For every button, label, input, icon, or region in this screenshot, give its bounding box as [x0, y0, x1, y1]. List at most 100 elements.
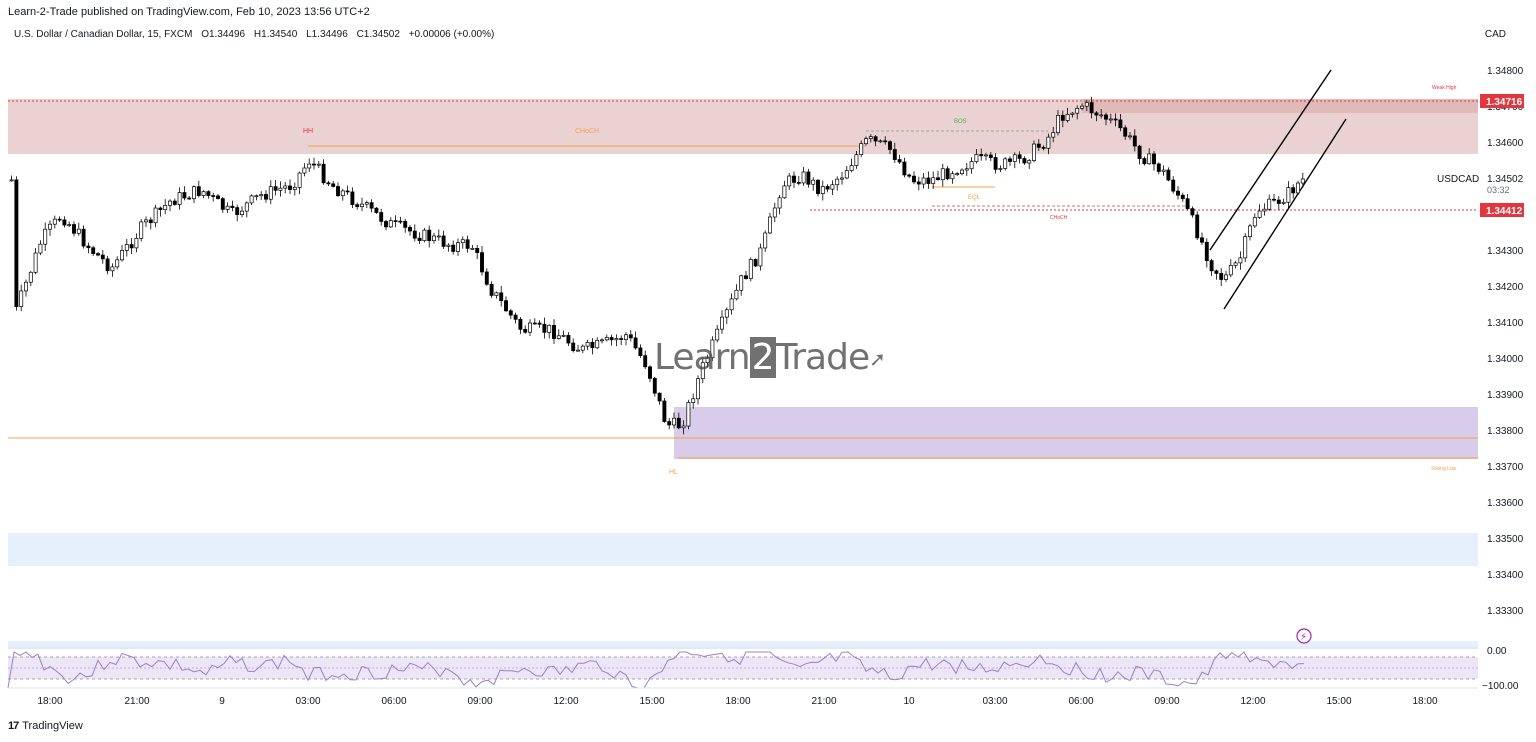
candle: [307, 163, 312, 169]
candle: [182, 192, 187, 199]
annotation-weak-high: Weak High: [1432, 85, 1457, 91]
candle: [48, 223, 52, 230]
candle: [1070, 112, 1075, 115]
candle: [1003, 158, 1008, 169]
candle: [1238, 257, 1243, 264]
candle: [897, 159, 902, 163]
candle: [624, 334, 628, 340]
candle: [28, 271, 33, 283]
annotation-bos: BOS: [954, 119, 967, 125]
candle: [100, 254, 105, 260]
published-banner: Learn-2-Trade published on TradingView.c…: [8, 6, 370, 18]
candle: [235, 207, 240, 215]
candle: [652, 378, 657, 394]
candle: [792, 175, 796, 183]
candle: [1046, 136, 1051, 149]
candle: [1137, 145, 1142, 159]
candle: [576, 349, 580, 352]
candle: [321, 163, 326, 184]
candle: [220, 198, 225, 210]
blue-band: [8, 533, 1478, 566]
candle: [868, 136, 873, 139]
candle: [484, 271, 489, 285]
candle: [672, 417, 676, 426]
candle: [960, 169, 964, 174]
candle: [1060, 115, 1065, 121]
candle: [1176, 190, 1180, 196]
lightning-icon[interactable]: [1296, 628, 1312, 644]
candle: [508, 310, 513, 316]
candle: [984, 154, 988, 157]
candle: [830, 184, 835, 190]
candle: [1104, 114, 1108, 120]
learn2trade-watermark: Learn2Trade➚: [654, 337, 886, 378]
candle: [600, 339, 604, 342]
candle: [216, 195, 220, 199]
candle: [964, 168, 969, 171]
candle: [926, 177, 931, 184]
footer-brand[interactable]: TradingView: [22, 720, 83, 732]
candle: [1041, 146, 1046, 149]
candle: [907, 174, 912, 177]
candle: [81, 228, 86, 247]
candle: [1200, 237, 1204, 243]
time-tick-11: 03:00: [982, 696, 1007, 707]
candle: [1180, 194, 1185, 200]
candle: [336, 186, 340, 197]
price-tick-0: 1.34800: [1487, 66, 1524, 77]
low-value: L1.34496: [306, 29, 348, 40]
demand-zone: [674, 407, 1478, 459]
candle: [254, 195, 259, 198]
candle: [998, 168, 1003, 170]
candle: [1118, 119, 1123, 129]
candle: [782, 185, 787, 199]
candle: [364, 202, 369, 205]
time-tick-10: 10: [903, 696, 915, 707]
tradingview-logo-icon: 17: [8, 720, 19, 732]
lightning-glyph: ⚡: [1300, 632, 1307, 643]
candle: [158, 207, 163, 210]
candle: [494, 292, 499, 296]
current-price: 1.34502: [1487, 174, 1524, 185]
candle: [729, 298, 734, 311]
symbol-label[interactable]: U.S. Dollar / Canadian Dollar, 15, FXCM: [14, 29, 193, 40]
price-axis[interactable]: 1.348001.347001.346001.343001.342001.341…: [1487, 66, 1524, 617]
current-symbol: USDCAD: [1437, 174, 1479, 185]
candle: [374, 207, 379, 213]
open-value: O1.34496: [201, 29, 246, 40]
candle: [1185, 198, 1190, 209]
candle: [86, 245, 91, 249]
candle: [211, 195, 216, 197]
candle: [1027, 160, 1032, 164]
time-tick-6: 12:00: [553, 696, 578, 707]
candle: [748, 259, 753, 279]
candle: [681, 425, 686, 429]
candle: [19, 290, 24, 307]
candle: [1209, 260, 1214, 272]
candle: [441, 235, 446, 247]
candle: [451, 244, 456, 252]
candle: [1142, 158, 1147, 165]
candle: [480, 252, 484, 273]
candle: [460, 239, 465, 244]
candle: [604, 337, 609, 341]
candle: [840, 177, 844, 180]
candle: [532, 322, 537, 325]
time-axis[interactable]: 18:00 21:00 9 03:00 06:00 09:00 12:00 15:00 18:0…: [37, 696, 1437, 707]
candle: [129, 244, 134, 249]
candle: [417, 237, 422, 241]
candle: [144, 219, 148, 223]
candle: [297, 172, 302, 188]
candle: [1080, 105, 1084, 109]
candle: [528, 322, 532, 333]
candle: [33, 252, 38, 273]
candle: [806, 171, 811, 185]
candle: [820, 186, 825, 194]
candle: [796, 182, 801, 184]
candle: [561, 334, 566, 337]
footer: 17 TradingView: [8, 720, 83, 732]
candle: [595, 340, 600, 349]
candle: [1056, 115, 1060, 134]
candle: [955, 173, 960, 175]
